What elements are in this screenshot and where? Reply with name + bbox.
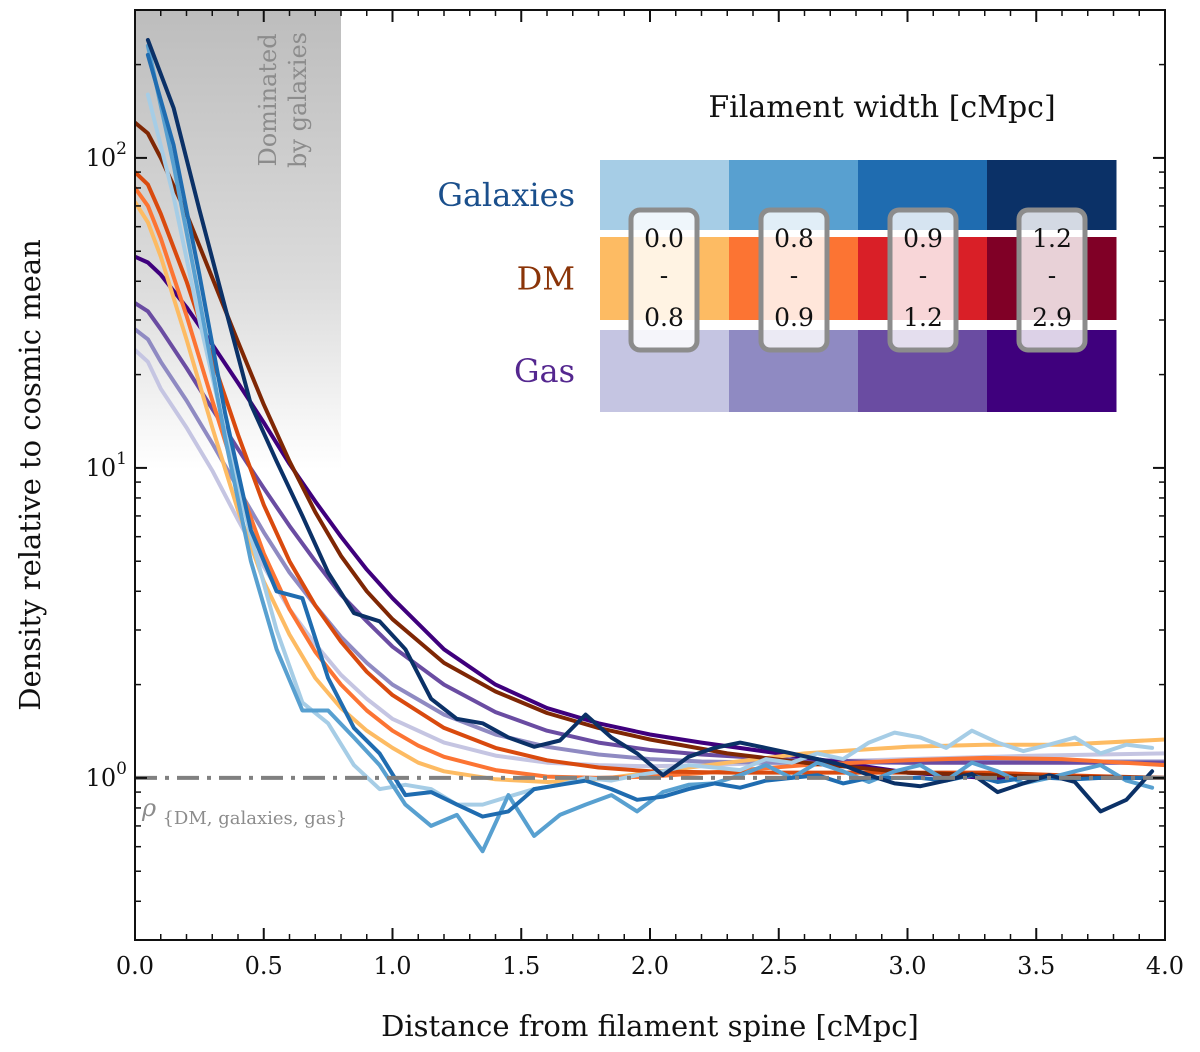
x-tick-label: 3.5 bbox=[1017, 952, 1055, 980]
series-line-galaxies-1 bbox=[145, 92, 1155, 807]
x-tick-label: 0.0 bbox=[116, 952, 154, 980]
reference-line-symbol: ρ bbox=[141, 794, 156, 822]
legend: Filament width [cMpc] Galaxies DM Gas 0.0 -… bbox=[437, 90, 1117, 412]
series-line-galaxies-4 bbox=[145, 38, 1155, 814]
legend-bin-box bbox=[1016, 207, 1088, 353]
x-tick-label: 2.5 bbox=[760, 952, 798, 980]
legend-bin-box bbox=[628, 207, 700, 353]
y-tick-label: 101 bbox=[86, 449, 127, 482]
y-tick-label-exponent: 0 bbox=[116, 759, 127, 779]
x-tick-label: 3.0 bbox=[888, 952, 926, 980]
legend-bin-high: 2.9 bbox=[1032, 303, 1072, 332]
legend-bin-box bbox=[887, 207, 959, 353]
reference-line-subscript: {DM, galaxies, gas} bbox=[162, 808, 347, 829]
legend-bin-low: 0.0 bbox=[644, 224, 684, 253]
legend-row-label-dm: DM bbox=[517, 260, 575, 298]
legend-bin-separator: - bbox=[790, 261, 798, 290]
y-axis-title: Density relative to cosmic mean bbox=[13, 239, 47, 711]
reference-line-label: ρ {DM, galaxies, gas} bbox=[141, 794, 347, 829]
legend-bins: 0.0 - 0.8 0.8 - 0.9 0.9 - 1.2 1.2 - 2.9 bbox=[628, 207, 1088, 353]
legend-title: Filament width [cMpc] bbox=[708, 90, 1055, 125]
y-tick-label-base: 10 bbox=[86, 764, 117, 792]
shaded-region-label-line1: Dominated bbox=[254, 33, 282, 166]
shaded-region-label-line2: by galaxies bbox=[284, 32, 312, 168]
legend-row-label-galaxies: Galaxies bbox=[437, 176, 575, 214]
y-tick-label-exponent: 1 bbox=[116, 449, 127, 469]
legend-rows: Galaxies DM Gas bbox=[437, 160, 1117, 412]
legend-bin-separator: - bbox=[1048, 261, 1056, 290]
x-tick-label: 2.0 bbox=[631, 952, 669, 980]
x-tick-label: 0.5 bbox=[245, 952, 283, 980]
legend-bin-low: 0.9 bbox=[903, 224, 943, 253]
x-axis-title: Distance from filament spine [cMpc] bbox=[381, 1009, 919, 1043]
x-tick-label: 1.5 bbox=[502, 952, 540, 980]
series-line-galaxies-2 bbox=[145, 43, 1155, 854]
legend-bin-box bbox=[758, 207, 830, 353]
x-tick-label: 1.0 bbox=[373, 952, 411, 980]
legend-bin-low: 1.2 bbox=[1032, 224, 1072, 253]
legend-bin-high: 0.8 bbox=[644, 303, 684, 332]
y-tick-label-exponent: 2 bbox=[116, 139, 127, 159]
y-tick-label-base: 10 bbox=[86, 454, 117, 482]
y-tick-label-base: 10 bbox=[86, 144, 117, 172]
y-tick-label: 100 bbox=[86, 759, 127, 792]
legend-bin-low: 0.8 bbox=[774, 224, 814, 253]
legend-bin-separator: - bbox=[919, 261, 927, 290]
y-tick-label: 102 bbox=[86, 139, 127, 172]
legend-row-label-gas: Gas bbox=[514, 352, 575, 390]
legend-bin-high: 1.2 bbox=[903, 303, 943, 332]
legend-bin-high: 0.9 bbox=[774, 303, 814, 332]
legend-bin-separator: - bbox=[660, 261, 668, 290]
x-tick-label: 4.0 bbox=[1146, 952, 1184, 980]
